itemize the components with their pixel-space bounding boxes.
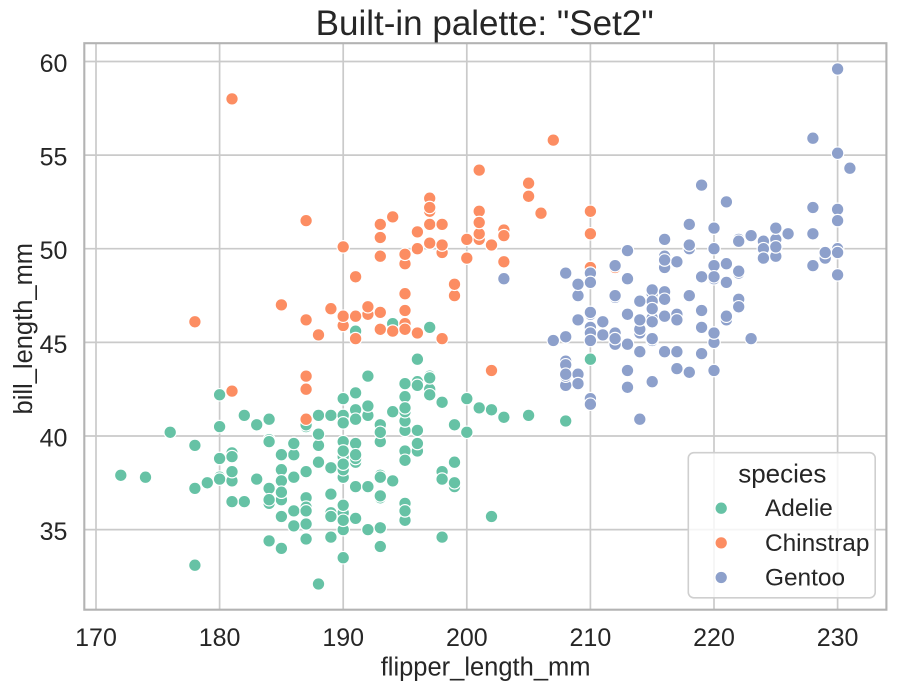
svg-text:bill_length_mm: bill_length_mm	[10, 243, 38, 415]
svg-text:Built-in palette: "Set2": Built-in palette: "Set2"	[316, 4, 654, 43]
svg-text:50: 50	[40, 237, 68, 265]
svg-text:35: 35	[40, 518, 68, 546]
svg-text:Adelie: Adelie	[765, 495, 833, 522]
svg-text:flipper_length_mm: flipper_length_mm	[381, 654, 591, 682]
svg-text:210: 210	[570, 624, 612, 652]
svg-text:Gentoo: Gentoo	[765, 565, 845, 592]
svg-text:45: 45	[40, 331, 68, 359]
svg-text:55: 55	[40, 144, 68, 172]
svg-text:220: 220	[693, 624, 735, 652]
svg-text:40: 40	[40, 424, 68, 452]
svg-text:Chinstrap: Chinstrap	[765, 530, 869, 557]
svg-text:species: species	[738, 458, 826, 488]
svg-text:190: 190	[322, 624, 364, 652]
svg-text:200: 200	[446, 624, 488, 652]
svg-text:230: 230	[817, 624, 859, 652]
svg-text:60: 60	[40, 50, 68, 78]
svg-text:180: 180	[199, 624, 241, 652]
svg-text:170: 170	[75, 624, 117, 652]
